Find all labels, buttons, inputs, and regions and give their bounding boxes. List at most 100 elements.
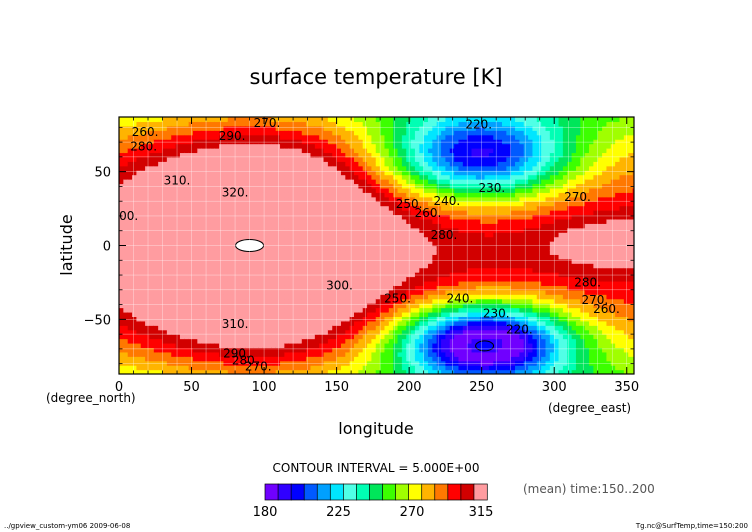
field-cell (393, 369, 399, 374)
field-cell (232, 187, 238, 193)
field-cell (393, 338, 399, 344)
field-cell (493, 351, 499, 357)
field-cell (232, 356, 238, 362)
field-cell (445, 311, 451, 317)
field-cell (310, 192, 316, 198)
field-cell (310, 170, 316, 176)
field-cell (166, 214, 172, 220)
field-cell (262, 214, 268, 220)
field-cell (332, 369, 338, 374)
field-cell (436, 125, 442, 131)
field-cell (253, 192, 259, 198)
field-cell (271, 134, 277, 140)
field-cell (210, 356, 216, 362)
field-cell (253, 125, 259, 131)
field-cell (414, 227, 420, 233)
field-cell (223, 179, 229, 185)
field-cell (371, 201, 377, 207)
field-cell (280, 365, 285, 371)
field-cell (166, 280, 172, 286)
field-cell (240, 365, 246, 371)
field-cell (119, 245, 124, 251)
field-cell (406, 254, 412, 260)
field-cell (340, 201, 346, 207)
field-cell (380, 165, 386, 171)
field-cell (371, 152, 377, 158)
field-cell (401, 125, 407, 131)
field-cell (162, 320, 168, 326)
field-cell (258, 121, 264, 127)
field-cell (367, 351, 373, 357)
field-cell (140, 254, 146, 260)
field-cell (293, 316, 299, 322)
field-cell (467, 360, 473, 366)
field-cell (253, 179, 259, 185)
field-cell (327, 338, 333, 344)
field-cell (441, 232, 447, 238)
field-cell (428, 263, 433, 269)
field-cell (358, 187, 364, 193)
field-cell (149, 161, 155, 167)
field-cell (284, 201, 290, 207)
field-cell (406, 263, 412, 269)
field-cell (471, 125, 477, 131)
field-cell (240, 232, 246, 238)
field-cell (484, 311, 490, 317)
field-cell (223, 351, 229, 357)
field-cell (223, 342, 229, 349)
field-cell (371, 241, 377, 247)
field-cell (175, 347, 181, 353)
field-cell (319, 130, 325, 136)
field-cell (332, 143, 338, 149)
field-cell (458, 143, 464, 149)
field-cell (471, 280, 477, 286)
field-cell (480, 156, 486, 162)
field-cell (227, 369, 233, 374)
field-cell (354, 365, 359, 371)
field-cell (158, 134, 164, 140)
field-cell (458, 139, 464, 145)
field-cell (301, 143, 307, 149)
field-cell (280, 258, 285, 264)
field-cell (192, 347, 198, 353)
field-cell (245, 249, 251, 255)
field-cell (410, 139, 416, 145)
field-cell (375, 223, 381, 229)
field-cell (153, 276, 159, 282)
field-cell (297, 325, 303, 331)
field-cell (401, 210, 407, 216)
field-cell (327, 161, 333, 167)
field-cell (145, 205, 151, 211)
field-cell (253, 121, 259, 127)
field-cell (314, 267, 320, 273)
field-cell (184, 307, 190, 313)
field-cell (380, 218, 386, 224)
field-cell (258, 117, 264, 123)
field-cell (462, 360, 468, 366)
field-cell (162, 272, 168, 278)
field-cell (419, 245, 425, 251)
field-cell (375, 303, 381, 309)
field-cell (432, 218, 438, 224)
field-cell (349, 165, 355, 171)
field-cell (327, 289, 333, 295)
field-cell (280, 320, 285, 326)
field-cell (175, 117, 181, 123)
field-cell (240, 351, 246, 357)
field-cell (393, 139, 399, 145)
field-cell (301, 232, 307, 238)
field-cell (375, 280, 381, 286)
field-cell (293, 351, 299, 357)
field-cell (428, 241, 433, 247)
field-cell (236, 223, 242, 229)
field-cell (484, 187, 490, 193)
field-cell (388, 139, 394, 145)
field-cell (393, 165, 399, 171)
field-cell (480, 170, 486, 176)
field-cell (384, 117, 390, 123)
field-cell (179, 187, 185, 193)
field-cell (232, 165, 238, 171)
field-cell (449, 156, 455, 162)
field-cell (471, 236, 477, 242)
field-cell (362, 139, 368, 145)
